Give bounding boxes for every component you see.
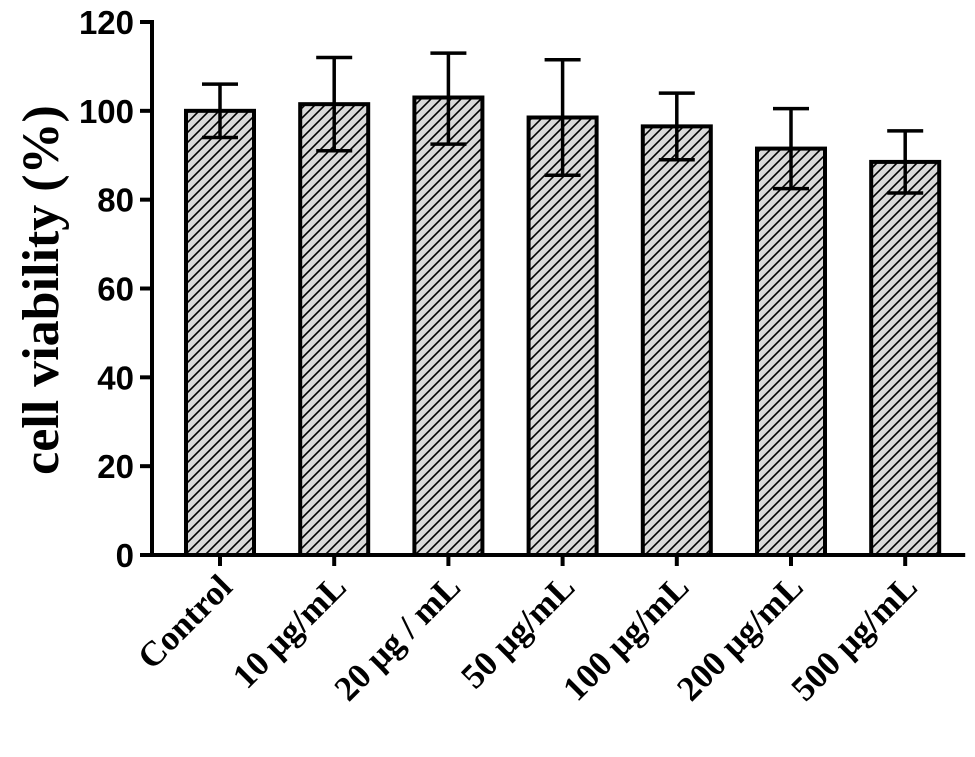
bar-1 (298, 102, 371, 557)
y-axis-label: cell viability (%) (13, 105, 70, 475)
x-tick-label-0: Control (130, 567, 240, 677)
bar-4 (640, 124, 713, 557)
y-tick-label-1: 20 (97, 448, 134, 485)
y-tick-label-4: 80 (97, 182, 134, 219)
y-tick-label-0: 0 (116, 537, 134, 574)
bar-2 (412, 95, 485, 557)
y-tick-label-6: 120 (79, 4, 134, 41)
bar-0 (184, 108, 256, 557)
bar-6 (869, 159, 942, 557)
bar-5 (755, 146, 827, 557)
y-tick-label-3: 60 (97, 271, 134, 308)
y-tick-label-5: 100 (79, 93, 134, 130)
x-tick-label-6: 500 μg/mL (784, 567, 925, 708)
y-tick-label-2: 40 (97, 359, 134, 396)
bar-3 (526, 115, 599, 558)
x-tick-label-2: 20 μg / mL (327, 567, 468, 708)
